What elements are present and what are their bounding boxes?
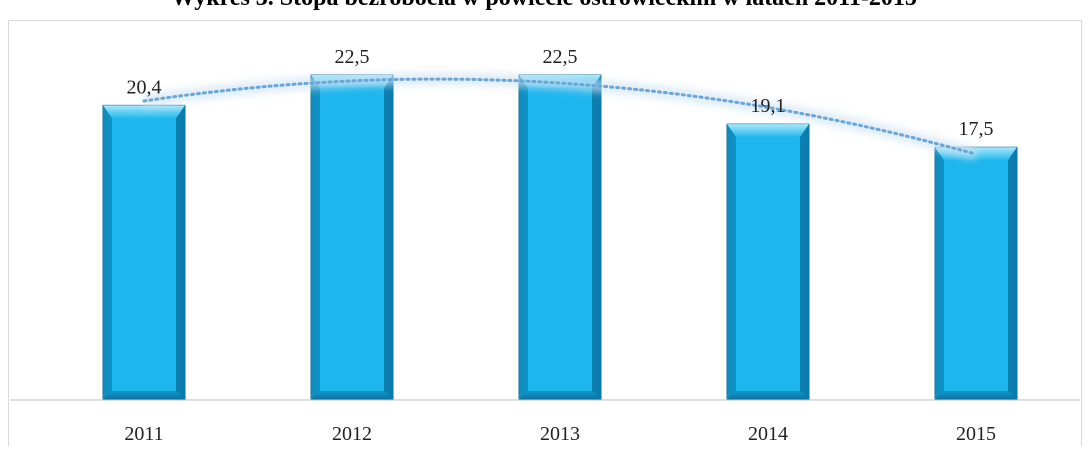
bar-2014 [726,123,810,401]
bar-2013 [518,74,602,401]
x-tick-2011: 2011 [124,423,163,445]
data-label-2011: 20,4 [127,76,162,98]
chart-title: Wykres 3. Stopa bezrobocia w powiecie os… [0,0,1088,12]
x-tick-2013: 2013 [540,423,580,445]
data-label-2014: 19,1 [751,95,786,117]
bar-2011 [102,104,186,401]
trendline [142,77,978,156]
x-tick-2015: 2015 [956,423,996,445]
data-label-2012: 22,5 [335,46,370,68]
data-label-2015: 17,5 [959,118,994,140]
bar-2015 [934,146,1018,401]
x-tick-2014: 2014 [748,423,788,445]
data-label-2013: 22,5 [543,46,578,68]
bar-2012 [310,74,394,401]
x-tick-2012: 2012 [332,423,372,445]
